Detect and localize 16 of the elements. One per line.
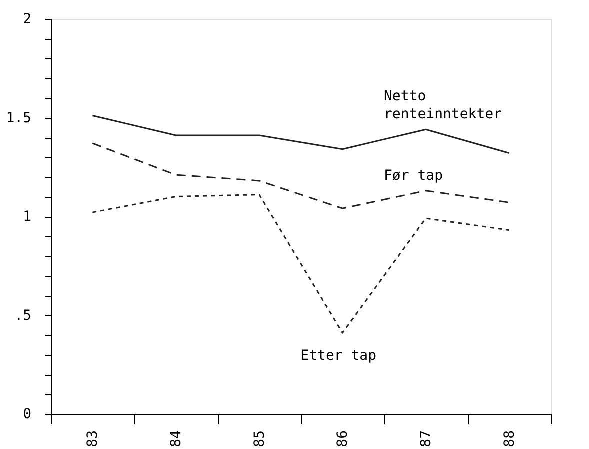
x-tick-label: 85	[252, 430, 268, 448]
series-label: Før tap	[384, 168, 444, 184]
x-tick-label: 84	[168, 430, 184, 448]
y-tick-label: 1.5	[6, 110, 32, 126]
y-tick-label: 0	[23, 406, 32, 422]
x-tick-label: 86	[335, 430, 352, 448]
x-tick-label: 87	[418, 430, 434, 448]
y-tick-label: .5	[14, 308, 32, 324]
y-tick-label: 2	[23, 12, 32, 28]
y-tick-label: 1	[23, 209, 32, 225]
line-series	[92, 142, 510, 210]
x-tick-label: 83	[85, 430, 102, 448]
x-tick-label: 88	[502, 430, 518, 448]
series-label: Netto renteinntekter	[384, 88, 502, 123]
line-series	[92, 194, 510, 334]
series-label: Etter tap	[300, 348, 377, 364]
